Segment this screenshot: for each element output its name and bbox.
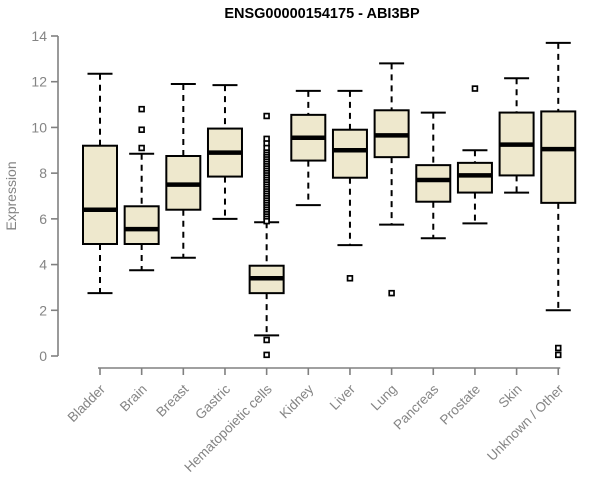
x-tick-label: Brain	[117, 382, 150, 415]
y-tick-label: 0	[39, 348, 47, 364]
outlier-point	[263, 351, 270, 359]
x-tick-label: Lung	[368, 382, 400, 414]
outlier-point	[263, 336, 270, 344]
iqr-box	[331, 128, 368, 179]
chart-title: ENSG00000154175 - ABI3BP	[224, 6, 420, 22]
outlier-point	[138, 105, 145, 113]
x-tick-label: Breast	[153, 381, 191, 419]
y-tick-label: 10	[31, 119, 47, 135]
y-tick-label: 4	[39, 257, 47, 273]
outlier-point	[555, 344, 562, 352]
box-group	[331, 89, 368, 282]
box-group	[540, 41, 577, 359]
y-tick-label: 6	[39, 211, 47, 227]
outlier-point	[471, 85, 479, 92]
box-group	[248, 112, 285, 359]
iqr-box	[82, 144, 118, 245]
box-group	[415, 111, 452, 240]
box-group	[498, 77, 535, 194]
y-tick-label: 8	[39, 165, 47, 181]
box-group	[373, 62, 410, 297]
box-group	[123, 105, 160, 272]
y-axis-title: Expression	[3, 161, 19, 230]
x-tick-label: Liver	[327, 381, 359, 413]
x-tick-label: Skin	[496, 382, 525, 411]
iqr-box	[540, 110, 577, 204]
y-tick-label: 2	[39, 302, 47, 318]
outlier-point	[388, 289, 395, 297]
outlier-point	[263, 112, 270, 120]
x-tick-label: Pancreas	[390, 381, 441, 432]
box-group	[456, 85, 493, 225]
box-group	[206, 84, 243, 220]
box-group	[290, 89, 327, 207]
y-axis: 0 2 4 6 8 10 12 14	[31, 28, 59, 364]
outlier-point	[555, 351, 562, 359]
outlier-point	[138, 126, 145, 133]
x-tick-label: Unknown / Other	[484, 381, 567, 464]
iqr-box	[123, 205, 160, 246]
box-group	[165, 83, 202, 259]
y-tick-label: 12	[31, 74, 47, 90]
outlier-point	[138, 144, 145, 152]
x-tick-label: Gastric	[192, 381, 233, 422]
boxplot-series	[82, 41, 577, 359]
outlier-point	[263, 217, 270, 225]
y-tick-label: 14	[31, 28, 47, 44]
x-tick-label: Kidney	[277, 381, 317, 421]
iqr-box	[456, 161, 493, 194]
box-group	[82, 72, 118, 295]
iqr-box	[415, 164, 452, 203]
outlier-point	[346, 275, 354, 282]
x-tick-label: Bladder	[65, 381, 109, 425]
x-tick-label: Prostate	[437, 382, 483, 428]
